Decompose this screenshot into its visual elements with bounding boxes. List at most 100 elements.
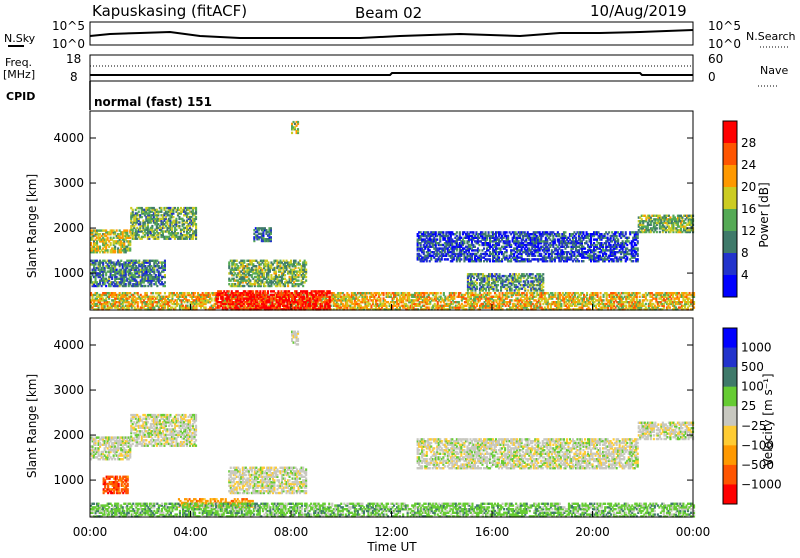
heatmap-cell [137,292,139,294]
nsearch-label: N.Search [746,30,796,43]
heatmap-cell [164,274,166,276]
heatmap-cell [178,221,180,223]
heatmap-cell [600,296,602,298]
heatmap-cell [639,296,641,298]
heatmap-cell [105,285,107,287]
heatmap-cell [600,292,602,294]
heatmap-cell [211,297,213,299]
heatmap-cell [138,211,140,213]
heatmap-cell [299,260,301,262]
cpid-label: CPID [6,90,35,103]
heatmap-cell [144,285,146,287]
noise-trace [90,30,693,38]
noise-bottom-left: 10^0 [52,37,85,51]
heatmap-cell [252,290,254,292]
heatmap-cell [159,292,161,294]
heatmap-cell [151,225,153,227]
heatmap-cell [114,246,116,248]
heatmap-cell [195,223,197,225]
heatmap-cell [255,265,257,267]
heatmap-cell [298,279,300,281]
heatmap-cell [267,290,269,292]
heatmap-cell [275,270,277,272]
heatmap-cell [132,209,134,211]
heatmap-cell [249,279,251,281]
heatmap-cell [305,279,307,281]
heatmap-cell [243,285,245,287]
noise-bottom-right: 10^0 [708,37,741,51]
heatmap-cell [366,296,368,298]
heatmap-cell [458,301,460,303]
heatmap-cell [270,227,272,229]
heatmap-cell [603,299,605,301]
noise-top-left: 10^5 [52,19,85,33]
heatmap-cell [141,216,143,218]
nave-top: 60 [708,52,723,66]
heatmap-cell [306,290,308,292]
heatmap-cell [639,292,641,294]
mode-label: normal (fast) 151 [94,95,212,109]
heatmap-cell [138,234,140,236]
heatmap-cell [284,274,286,276]
beam-title: Beam 02 [355,4,422,22]
heatmap-cell [194,292,196,294]
heatmap-cell [290,260,292,262]
heatmap-cell [280,290,282,292]
heatmap-cell [302,285,304,287]
heatmap-cell [646,299,648,301]
heatmap-cell [116,229,118,231]
heatmap-cell [639,299,641,301]
heatmap-cell [264,290,266,292]
heatmap-cell [259,290,261,292]
heatmap-cell [303,296,305,298]
freq-top: 18 [66,52,81,66]
heatmap-cell [113,237,115,239]
heatmap-cell [164,285,166,287]
heatmap-cell [428,306,430,308]
heatmap-cell [511,299,513,301]
heatmap-cell [139,221,141,223]
date-title: 10/Aug/2019 [590,2,687,20]
heatmap-cell [236,260,238,262]
heatmap-cell [99,246,101,248]
freq-panel [90,55,693,81]
heatmap-cell [195,207,197,209]
heatmap-cell [270,236,272,238]
heatmap-cell [138,260,140,262]
heatmap-cell [499,292,501,294]
freq-bottom: 8 [70,70,78,84]
power-heatmap [90,121,695,311]
heatmap-cell [164,292,166,294]
heatmap-cell [379,297,381,299]
heatmap-cell [129,237,131,239]
heatmap-cell [120,260,122,262]
heatmap-cell [107,237,109,239]
heatmap-cell [175,229,177,231]
heatmap-cell [597,292,599,294]
freq-unit-label: [MHz] [3,68,35,81]
heatmap-cell [533,292,535,294]
heatmap-cell [156,285,158,287]
heatmap-cell [383,292,385,294]
heatmap-cell [125,283,127,285]
heatmap-cell [329,290,331,292]
heatmap-cell [107,249,109,251]
noise-top-right: 10^5 [708,19,741,33]
heatmap-cell [172,216,174,218]
heatmap-cell [270,274,272,276]
heatmap-cell [146,292,148,294]
heatmap-cell [160,207,162,209]
heatmap-cell [669,306,671,308]
heatmap-cell [164,281,166,283]
heatmap-cell [295,260,297,262]
heatmap-cell [443,292,445,294]
heatmap-cell [110,242,112,244]
station-title: Kapuskasing (fitACF) [92,2,247,20]
heatmap-cell [508,296,510,298]
heatmap-cell [164,260,166,262]
heatmap-cell [228,290,230,292]
heatmap-cell [267,261,269,263]
heatmap-cell [437,292,439,294]
nave-label: Nave [760,64,788,77]
